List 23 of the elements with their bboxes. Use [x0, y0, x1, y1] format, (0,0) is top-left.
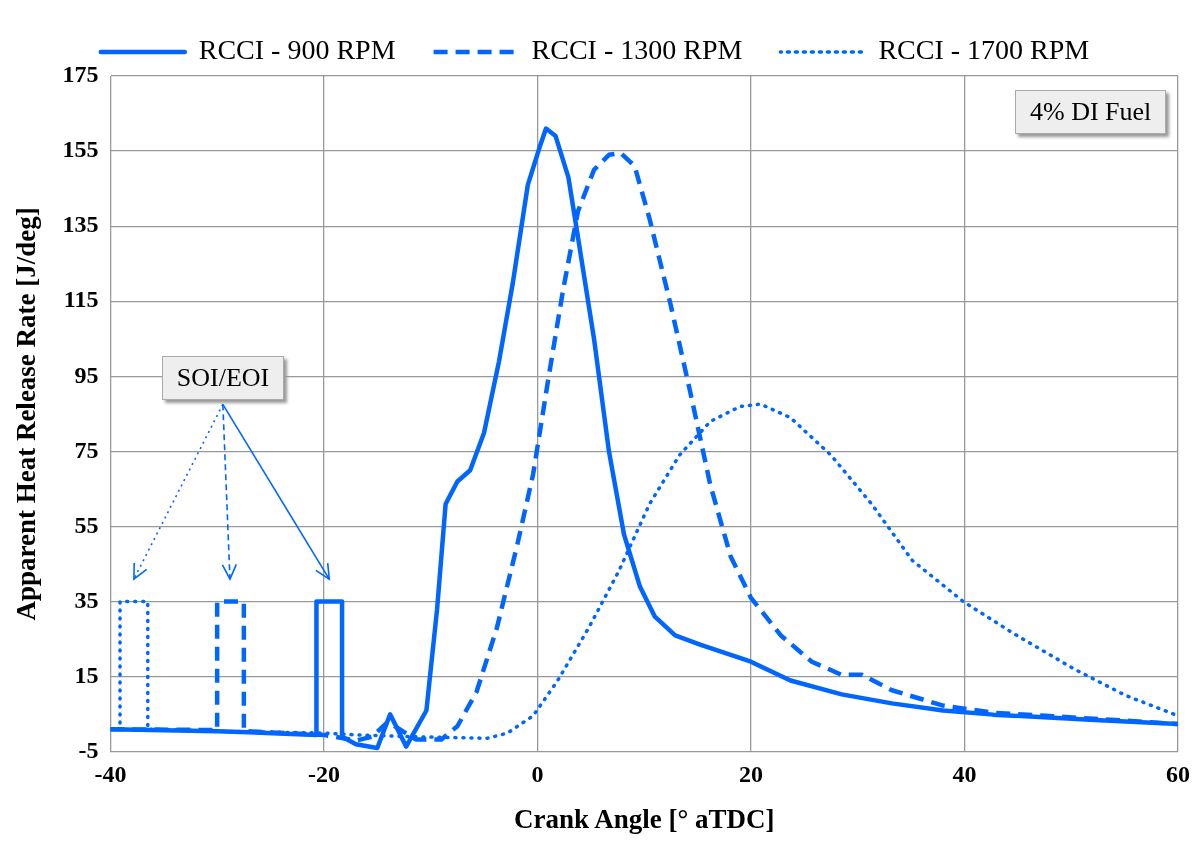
x-tick-label: -40	[94, 761, 127, 788]
legend-label: RCCI - 900 RPM	[198, 34, 396, 66]
x-tick-label: 60	[1166, 761, 1190, 788]
legend-label: RCCI - 1700 RPM	[878, 34, 1090, 66]
y-tick-label: 155	[62, 136, 99, 163]
y-tick-label: 35	[74, 586, 99, 613]
y-tick-label: 15	[74, 661, 99, 688]
annotation: SOI/EOI	[161, 356, 285, 401]
x-tick-label: -20	[307, 761, 340, 788]
y-tick-label: 95	[74, 361, 99, 388]
legend-label: RCCI - 1300 RPM	[531, 34, 743, 66]
y-tick-label: 115	[63, 286, 99, 313]
y-tick-label: 175	[62, 61, 99, 88]
x-tick-label: 40	[952, 761, 977, 788]
x-tick-label: 20	[738, 761, 763, 788]
y-tick-label: -5	[78, 737, 99, 763]
y-tick-label: 55	[74, 511, 99, 538]
y-axis-title: Apparent Heat Release Rate [J/deg]	[11, 207, 42, 621]
x-axis-title: Crank Angle [° aTDC]	[513, 803, 775, 834]
y-tick-label: 135	[62, 211, 99, 238]
y-tick-label: 75	[74, 436, 99, 463]
annotation: 4% DI Fuel	[1015, 90, 1167, 134]
x-tick-label: 0	[531, 761, 544, 788]
